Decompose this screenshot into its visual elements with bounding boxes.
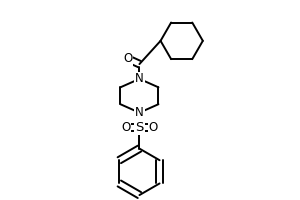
Text: N: N [135, 72, 144, 85]
Text: O: O [121, 121, 130, 134]
Text: N: N [135, 106, 144, 119]
Text: S: S [135, 121, 144, 134]
Text: O: O [123, 52, 132, 65]
Text: O: O [148, 121, 158, 134]
